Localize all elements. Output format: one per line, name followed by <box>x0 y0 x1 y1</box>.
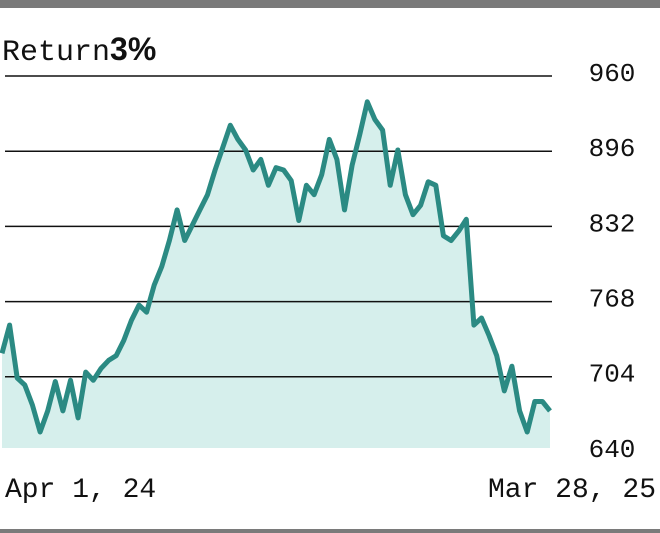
y-tick-label: 832 <box>589 209 636 239</box>
y-tick-label: 640 <box>589 435 636 465</box>
title-text: Return <box>2 36 110 70</box>
title-value: 3% <box>110 31 156 67</box>
area <box>2 101 550 449</box>
chart-title: Return3% <box>2 31 156 70</box>
y-tick-label: 704 <box>589 360 636 390</box>
top-bar <box>0 0 660 8</box>
y-tick-label: 896 <box>589 134 636 164</box>
line <box>0 99 552 435</box>
y-tick-label: 768 <box>589 284 636 314</box>
y-tick-label: 960 <box>589 59 636 89</box>
x-tick-label: Mar 28, 25 <box>488 475 656 506</box>
x-tick-label: Apr 1, 24 <box>5 475 156 506</box>
bottom-bar <box>0 529 660 533</box>
